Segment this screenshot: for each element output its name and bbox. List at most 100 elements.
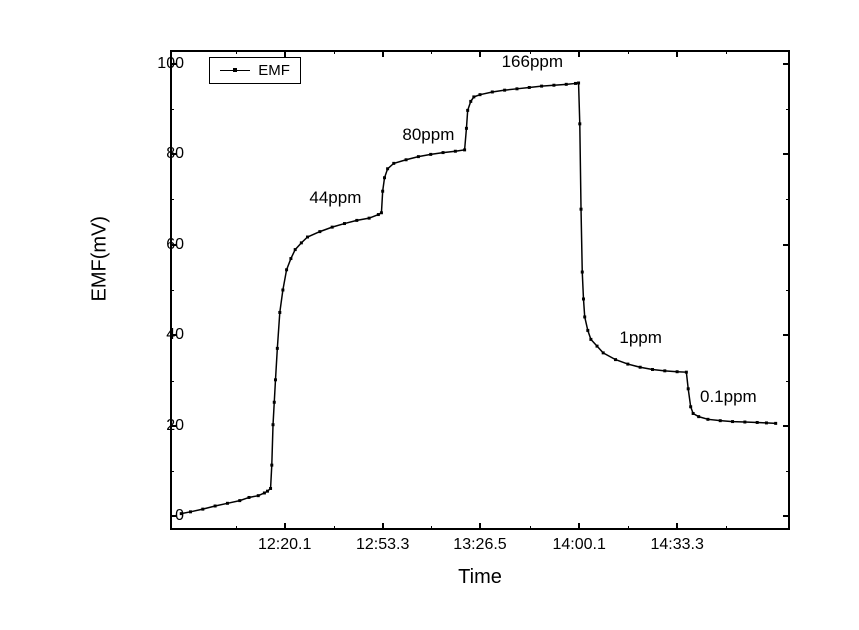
series-marker [503, 89, 506, 92]
y-tick-label: 100 [157, 55, 184, 73]
series-marker [552, 84, 555, 87]
series-marker [614, 358, 617, 361]
series-marker [276, 347, 279, 350]
y-minor-tick [170, 199, 174, 200]
series-marker [756, 421, 759, 424]
legend-line-icon [220, 70, 250, 71]
x-minor-tick [334, 50, 335, 54]
y-tick [783, 334, 790, 336]
series-marker [417, 155, 420, 158]
series-marker [479, 93, 482, 96]
series-marker [442, 151, 445, 154]
series-marker [731, 420, 734, 423]
series-marker [294, 248, 297, 251]
x-minor-tick [334, 526, 335, 530]
series-marker [596, 345, 599, 348]
x-minor-tick [431, 50, 432, 54]
series-marker [343, 222, 346, 225]
y-axis-label: EMF(mV) [89, 216, 112, 302]
series-marker [582, 297, 585, 300]
series-marker [285, 268, 288, 271]
series-marker [540, 85, 543, 88]
series-marker [651, 368, 654, 371]
series-marker [469, 100, 472, 103]
series-marker [368, 217, 371, 220]
x-tick-label: 14:33.3 [650, 536, 703, 554]
series-marker [257, 494, 260, 497]
series-marker [331, 226, 334, 229]
series-marker [581, 271, 584, 274]
y-minor-tick [786, 290, 790, 291]
legend: EMF [209, 57, 301, 84]
x-tick-label: 12:53.3 [356, 536, 409, 554]
series-marker [270, 464, 273, 467]
x-minor-tick [530, 526, 531, 530]
series-marker [248, 496, 251, 499]
y-minor-tick [170, 471, 174, 472]
series-marker [626, 363, 629, 366]
x-tick-label: 13:26.5 [453, 536, 506, 554]
y-tick [783, 63, 790, 65]
y-minor-tick [786, 381, 790, 382]
y-tick [783, 244, 790, 246]
y-tick [783, 153, 790, 155]
y-minor-tick [170, 381, 174, 382]
y-minor-tick [170, 290, 174, 291]
x-minor-tick [530, 50, 531, 54]
series-marker [574, 82, 577, 85]
x-axis-label: Time [458, 566, 502, 580]
series-marker [226, 502, 229, 505]
annotation-label: 80ppm [402, 125, 454, 145]
series-marker [602, 351, 605, 354]
series-marker [583, 315, 586, 318]
annotation-label: 0.1ppm [700, 387, 757, 407]
x-minor-tick [236, 50, 237, 54]
annotation-label: 44ppm [309, 188, 361, 208]
y-tick [783, 425, 790, 427]
x-tick [676, 523, 678, 530]
x-tick [284, 523, 286, 530]
series-marker [491, 90, 494, 93]
y-tick-label: 0 [175, 507, 184, 525]
series-marker [663, 369, 666, 372]
series-marker [639, 366, 642, 369]
chart-container: EMF(mV) 44ppm80ppm166ppm1ppm0.1ppm EMF 0… [90, 30, 810, 570]
series-marker [377, 213, 380, 216]
series-marker [706, 418, 709, 421]
y-minor-tick [786, 199, 790, 200]
series-marker [578, 122, 581, 125]
series-marker [266, 490, 269, 493]
series-marker [765, 421, 768, 424]
series-marker [589, 338, 592, 341]
series-marker [381, 190, 384, 193]
y-tick-label: 40 [166, 326, 184, 344]
series-marker [189, 510, 192, 513]
series-marker [697, 415, 700, 418]
series-marker [565, 83, 568, 86]
series-marker [774, 422, 777, 425]
x-minor-tick [236, 526, 237, 530]
x-tick [479, 523, 481, 530]
x-minor-tick [726, 50, 727, 54]
series-marker [274, 378, 277, 381]
x-minor-tick [628, 526, 629, 530]
x-tick [578, 50, 580, 57]
series-marker [405, 158, 408, 161]
series-marker [466, 109, 469, 112]
x-minor-tick [726, 526, 727, 530]
y-minor-tick [786, 471, 790, 472]
y-tick-label: 60 [166, 236, 184, 254]
series-marker [429, 153, 432, 156]
plot-area: 44ppm80ppm166ppm1ppm0.1ppm EMF [170, 50, 790, 530]
annotation-label: 166ppm [502, 52, 563, 72]
y-minor-tick [786, 109, 790, 110]
x-tick [479, 50, 481, 57]
series-marker [272, 423, 275, 426]
y-tick-label: 20 [166, 417, 184, 435]
series-marker [692, 412, 695, 415]
x-tick [382, 50, 384, 57]
series-marker [273, 401, 276, 404]
series-marker [383, 176, 386, 179]
x-tick-label: 12:20.1 [258, 536, 311, 554]
series-marker [676, 370, 679, 373]
